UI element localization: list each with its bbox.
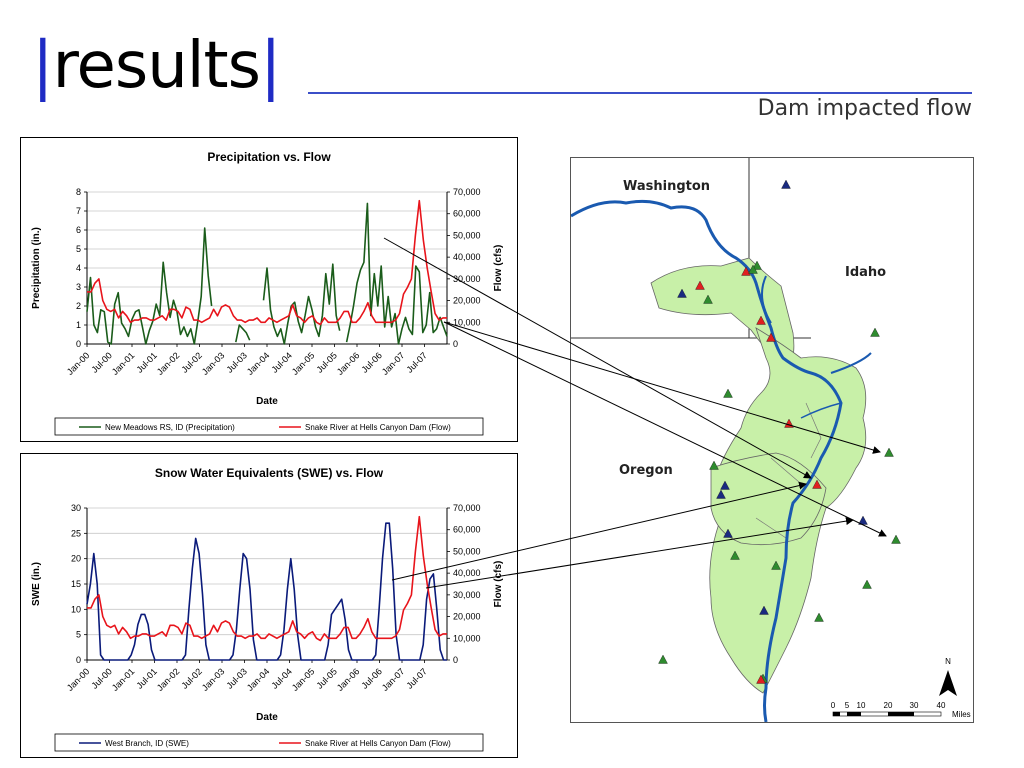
chart0-xtick-label: Jan-07 — [380, 350, 407, 377]
scale-tick-30: 30 — [910, 701, 919, 710]
chart1-ytick-left-label: 5 — [76, 630, 81, 640]
basin-map-svg: Washington Idaho Oregon N 0 5 10 20 30 4… — [571, 158, 973, 722]
chart1-ytick-right-label: 70,000 — [453, 503, 481, 513]
precip-station-icon — [891, 534, 901, 544]
map-label-oregon: Oregon — [619, 463, 673, 478]
chart0-ytick-right-label: 60,000 — [453, 209, 481, 219]
chart1-title: Snow Water Equivalents (SWE) vs. Flow — [155, 466, 384, 480]
chart1-xtick-label: Jan-02 — [155, 666, 182, 693]
chart0-xtick-label: Jul-07 — [405, 350, 429, 374]
chart1-ytick-left-label: 20 — [71, 554, 81, 564]
chart1-ytick-left-label: 30 — [71, 503, 81, 513]
title-bar-left: | — [32, 29, 54, 103]
chart1-xtick-label: Jan-03 — [200, 666, 227, 693]
precip-station-icon — [814, 612, 824, 622]
chart0-xtick-label: Jan-01 — [110, 350, 137, 377]
swe-station-icon — [781, 179, 791, 189]
chart0-ytick-right-label: 40,000 — [453, 252, 481, 262]
chart1-xtick-label: Jan-01 — [110, 666, 137, 693]
chart0-xtick-label: Jan-03 — [200, 350, 227, 377]
chart1-xtick-label: Jan-05 — [290, 666, 317, 693]
scale-tick-10: 10 — [857, 701, 866, 710]
chart0-ylabel-left: Precipitation (in.) — [31, 227, 42, 309]
chart1-ytick-right-label: 0 — [453, 655, 458, 665]
swe-flow-chart: Snow Water Equivalents (SWE) vs. Flow 0 5 1… — [20, 453, 518, 758]
chart1-series-0-line — [86, 522, 447, 661]
chart0-ytick-right-label: 0 — [453, 339, 458, 349]
chart0-xtick-label: Jan-00 — [65, 350, 92, 377]
chart1-xtick-label: Jul-07 — [405, 666, 429, 690]
chart0-ytick-left-label: 2 — [76, 301, 81, 311]
swe-flow-svg: Snow Water Equivalents (SWE) vs. Flow 0 5 1… — [31, 466, 504, 752]
scale-tick-0: 0 — [831, 701, 836, 710]
chart0-ytick-right-label: 10,000 — [453, 317, 481, 327]
chart1-legend-label-0: West Branch, ID (SWE) — [105, 739, 189, 748]
chart1-xtick-label: Jan-07 — [380, 666, 407, 693]
chart0-ytick-left-label: 0 — [76, 339, 81, 349]
slide-subtitle: Dam impacted flow — [757, 96, 972, 121]
chart1-ytick-right-label: 30,000 — [453, 590, 481, 600]
chart1-ylabel-left: SWE (in.) — [31, 562, 42, 606]
scale-unit: Miles — [952, 710, 971, 719]
chart0-series-0-line — [86, 202, 448, 345]
chart0-legend-label-0: New Meadows RS, ID (Precipitation) — [105, 423, 235, 432]
swe-station-icon — [759, 605, 769, 615]
chart1-ytick-left-label: 15 — [71, 579, 81, 589]
chart0-ytick-left-label: 3 — [76, 282, 81, 292]
chart0-title: Precipitation vs. Flow — [207, 150, 331, 164]
chart1-xtick-label: Jan-04 — [245, 666, 272, 693]
title-rule — [308, 92, 972, 94]
chart1-xtick-label: Jan-00 — [65, 666, 92, 693]
chart0-legend-label-1: Snake River at Hells Canyon Dam (Flow) — [305, 423, 451, 432]
north-arrow-icon — [939, 670, 957, 696]
flow-station-icon — [756, 674, 766, 684]
chart0-ytick-left-label: 7 — [76, 206, 81, 216]
chart1-legend-label-1: Snake River at Hells Canyon Dam (Flow) — [305, 739, 451, 748]
scale-tick-5: 5 — [845, 701, 850, 710]
map-label-washington: Washington — [623, 179, 710, 194]
precip-flow-chart: Precipitation vs. Flow 0 1 2 3 4 5 6 7 8 0 10,000 20… — [20, 137, 518, 442]
chart1-ytick-right-label: 20,000 — [453, 612, 481, 622]
chart0-xtick-label: Jan-02 — [155, 350, 182, 377]
chart1-xtick-label: Jan-06 — [335, 666, 362, 693]
chart0-ytick-right-label: 70,000 — [453, 187, 481, 197]
precip-flow-svg: Precipitation vs. Flow 0 1 2 3 4 5 6 7 8 0 10,000 20… — [31, 150, 504, 436]
title-text: results — [52, 29, 261, 103]
scale-tick-40: 40 — [937, 701, 946, 710]
chart0-ytick-left-label: 4 — [76, 263, 81, 273]
basin-map: Washington Idaho Oregon N 0 5 10 20 30 4… — [570, 157, 974, 723]
chart1-series-1-line — [87, 515, 447, 642]
scale-tick-20: 20 — [884, 701, 893, 710]
chart0-ytick-right-label: 50,000 — [453, 230, 481, 240]
chart0-xtick-label: Jan-04 — [245, 350, 272, 377]
chart1-ylabel-right: Flow (cfs) — [493, 561, 504, 608]
chart1-ytick-right-label: 10,000 — [453, 633, 481, 643]
chart0-xtick-label: Jan-05 — [290, 350, 317, 377]
precip-station-icon — [884, 447, 894, 457]
chart0-xlabel: Date — [256, 396, 278, 407]
chart1-ytick-right-label: 50,000 — [453, 546, 481, 556]
chart1-xlabel: Date — [256, 712, 278, 723]
chart1-ytick-left-label: 0 — [76, 655, 81, 665]
slide-title: |results| — [32, 26, 282, 106]
chart1-ytick-left-label: 10 — [71, 604, 81, 614]
title-bar-right: | — [259, 29, 282, 103]
chart0-ytick-right-label: 30,000 — [453, 274, 481, 284]
chart1-ytick-right-label: 40,000 — [453, 568, 481, 578]
chart0-ytick-left-label: 8 — [76, 187, 81, 197]
chart1-ytick-right-label: 60,000 — [453, 525, 481, 535]
scale-bar: 0 5 10 20 30 40 Miles — [831, 701, 971, 719]
map-label-idaho: Idaho — [845, 265, 886, 280]
chart0-ylabel-right: Flow (cfs) — [493, 245, 504, 292]
chart1-legend — [54, 733, 484, 752]
chart0-ytick-left-label: 5 — [76, 244, 81, 254]
precip-station-icon — [658, 654, 668, 664]
precip-station-icon — [862, 579, 872, 589]
chart0-xtick-label: Jan-06 — [335, 350, 362, 377]
chart0-ytick-right-label: 20,000 — [453, 296, 481, 306]
chart0-ytick-left-label: 6 — [76, 225, 81, 235]
north-label: N — [945, 657, 951, 666]
chart1-ytick-left-label: 25 — [71, 528, 81, 538]
chart0-ytick-left-label: 1 — [76, 320, 81, 330]
